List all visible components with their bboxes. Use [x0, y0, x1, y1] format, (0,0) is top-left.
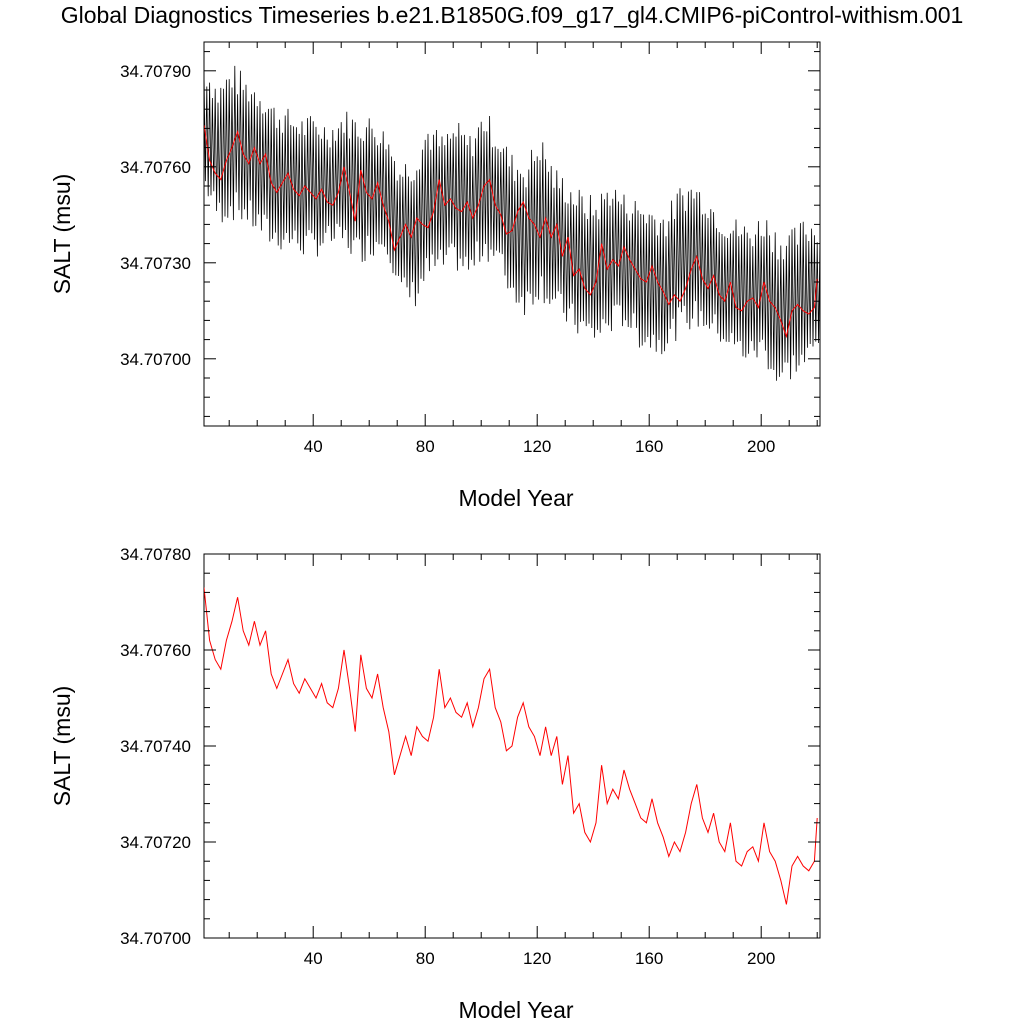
x-axis-label: Model Year [458, 485, 573, 511]
plot-data-area [204, 65, 820, 381]
x-tick-label: 200 [747, 437, 775, 456]
y-tick-label: 34.70760 [120, 158, 191, 177]
x-tick-label: 200 [747, 949, 775, 968]
y-tick-label: 34.70700 [120, 929, 191, 948]
y-tick-label: 34.70760 [120, 641, 191, 660]
x-tick-label: 120 [523, 949, 551, 968]
x-tick-label: 120 [523, 437, 551, 456]
x-tick-label: 160 [635, 437, 663, 456]
top-panel-chart: 40 80 120 160 200 34.70700 34.70730 34.70760 34.… [49, 41, 821, 511]
figure-title: Global Diagnostics Timeseries b.e21.B185… [60, 2, 964, 28]
y-tick-label: 34.70780 [120, 545, 191, 564]
plot-frame [203, 41, 821, 427]
monthly-series-line [204, 65, 820, 381]
y-tick-label: 34.70740 [120, 737, 191, 756]
plot-data-area [204, 587, 818, 905]
y-tick-label: 34.70790 [120, 62, 191, 81]
y-tick-label: 34.70700 [120, 350, 191, 369]
y-axis-label: SALT (msu) [49, 686, 75, 807]
x-tick-label: 80 [416, 437, 435, 456]
x-tick-label: 80 [416, 949, 435, 968]
y-tick-label: 34.70730 [120, 254, 191, 273]
x-tick-label: 160 [635, 949, 663, 968]
y-tick-label: 34.70720 [120, 833, 191, 852]
x-tick-label: 40 [304, 949, 323, 968]
bottom-panel-chart: 40 80 120 160 200 34.70700 34.70720 34.70740 34.… [49, 545, 821, 1023]
x-tick-label: 40 [304, 437, 323, 456]
annual-mean-series-line [204, 125, 818, 339]
annual-mean-series-line [204, 587, 818, 905]
y-axis-label: SALT (msu) [49, 174, 75, 295]
x-axis-label: Model Year [458, 997, 573, 1023]
